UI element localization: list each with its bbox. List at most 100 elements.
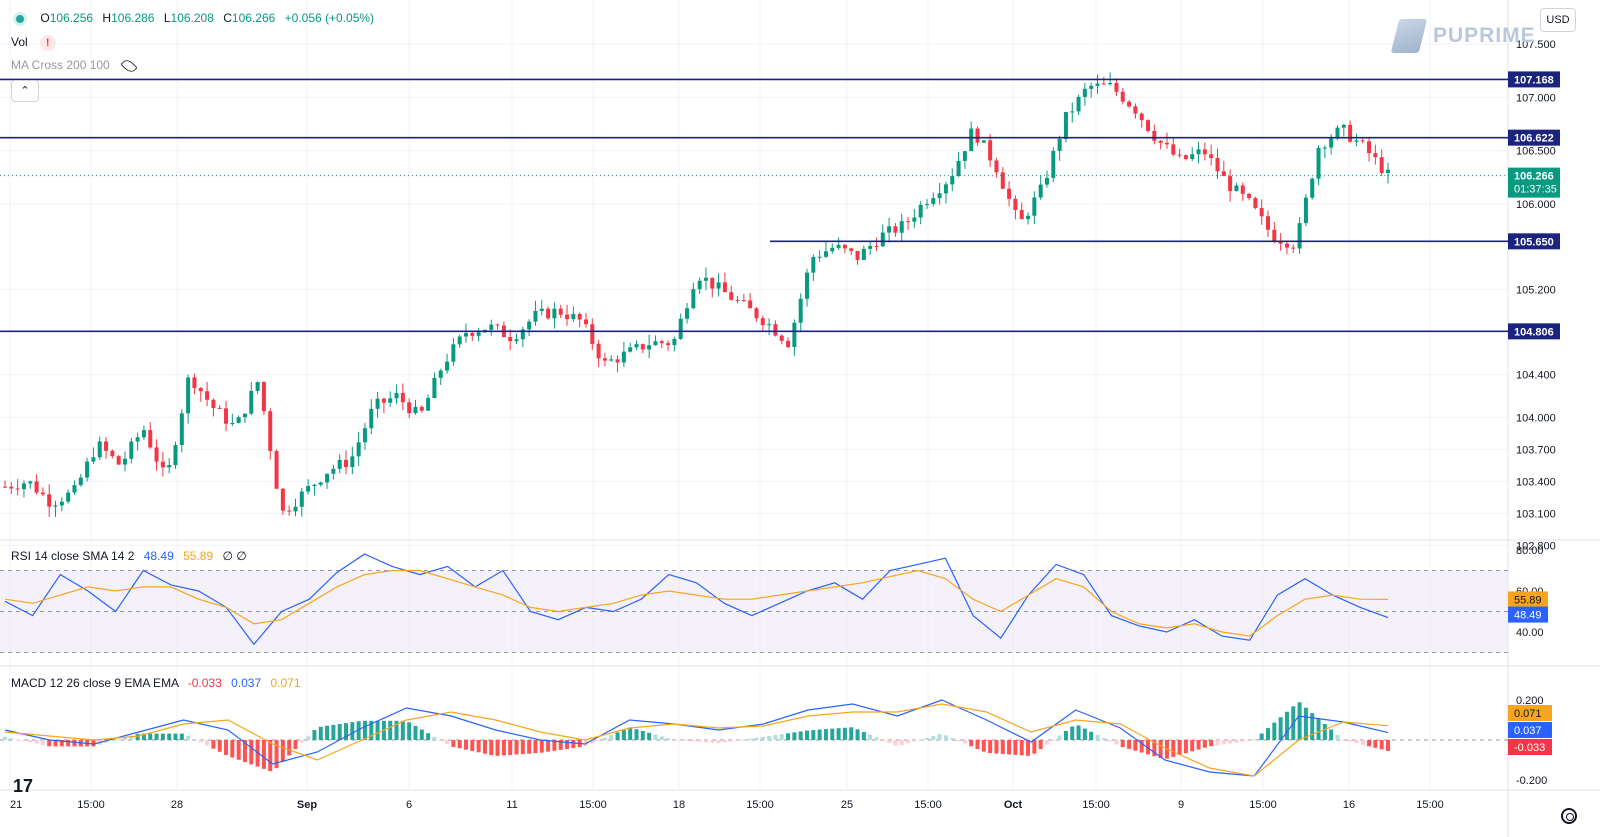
candle-body xyxy=(577,313,582,320)
candle-body xyxy=(767,324,772,326)
x-axis-label: 18 xyxy=(673,799,685,811)
macd-hist-bar xyxy=(1360,740,1365,745)
candle-body xyxy=(779,335,784,341)
candle-body xyxy=(634,344,639,348)
settings-gear-icon[interactable] xyxy=(1561,808,1577,824)
candle-body xyxy=(994,160,999,173)
macd-hist-bar xyxy=(899,740,904,746)
change-value: +0.056 (+0.05%) xyxy=(284,11,375,25)
candle-body xyxy=(539,308,544,311)
candle-body xyxy=(615,359,620,363)
macd-hist-bar xyxy=(1032,740,1037,754)
price-tick-label: 106.000 xyxy=(1516,199,1556,211)
candle-body xyxy=(880,232,885,247)
candle-body xyxy=(672,338,677,346)
macd-hist-bar xyxy=(375,720,380,740)
collapse-legend-button[interactable]: ⌃ xyxy=(11,80,39,102)
candle-body xyxy=(583,319,588,325)
hidden-eye-icon[interactable] xyxy=(120,57,138,75)
macd-hist-bar xyxy=(451,740,456,747)
macd-hist-bar xyxy=(47,740,52,747)
tradingview-logo[interactable]: 17 xyxy=(13,776,34,796)
candle-body xyxy=(1202,149,1207,155)
candle-body xyxy=(15,488,20,490)
macd-hist-bar xyxy=(457,740,462,749)
macd-tag xyxy=(1508,722,1552,738)
warning-icon[interactable]: ! xyxy=(39,35,56,51)
macd-hist-bar xyxy=(1240,740,1245,742)
price-tick-label: 102.800 xyxy=(1516,540,1556,552)
candle-body xyxy=(1341,124,1346,128)
macd-hist-bar xyxy=(962,740,967,744)
macd-hist-bar xyxy=(1000,740,1005,754)
close-value: 106.266 xyxy=(231,11,276,25)
macd-hist-bar xyxy=(1373,740,1378,748)
volume-legend[interactable]: Vol! xyxy=(11,34,56,51)
macd-hist-bar xyxy=(527,740,532,754)
macd-hist-bar xyxy=(1070,726,1075,740)
macd-hist-bar xyxy=(754,737,759,740)
rsi-tick-label: 80.00 xyxy=(1516,545,1544,557)
candle-body xyxy=(1051,150,1056,178)
candle-body xyxy=(836,244,841,248)
macd-hist-bar xyxy=(1202,740,1207,748)
macd-hist-bar xyxy=(685,740,690,741)
macd-hist-bar xyxy=(912,740,917,742)
macd-hist-bar xyxy=(318,726,323,740)
macd-hist-bar xyxy=(186,735,191,740)
candle-body xyxy=(9,486,14,489)
macd-hist-bar xyxy=(400,720,405,740)
x-axis-label: 15:00 xyxy=(1249,799,1277,811)
candle-body xyxy=(1044,177,1049,185)
candle-body xyxy=(28,481,33,484)
macd-hist-bar xyxy=(1247,740,1252,741)
currency-button[interactable]: USD xyxy=(1540,8,1576,32)
macd-hist-bar xyxy=(1089,731,1094,740)
candle-body xyxy=(653,341,658,346)
macd-hist-bar xyxy=(299,740,304,743)
candle-body xyxy=(66,492,71,502)
rsi-tick-label: 40.00 xyxy=(1516,627,1544,639)
macd-hist-bar xyxy=(91,740,96,747)
ma-legend[interactable]: MA Cross 200 100 xyxy=(11,57,138,75)
candle-body xyxy=(565,314,570,320)
candle-body xyxy=(722,282,727,293)
macd-hist-bar xyxy=(249,740,254,765)
candle-body xyxy=(805,272,810,299)
candle-body xyxy=(1133,106,1138,114)
macd-hist-bar xyxy=(981,740,986,752)
candle-body xyxy=(110,450,115,457)
candle-body xyxy=(388,398,393,403)
candle-body xyxy=(224,408,229,424)
macd-hist-bar xyxy=(1076,725,1081,740)
rsi-legend[interactable]: RSI 14 close SMA 14 2 48.49 55.89 ∅ ∅ xyxy=(11,549,247,563)
candle-body xyxy=(476,332,481,336)
macd-hist-bar xyxy=(1114,740,1119,745)
macd-hist-bar xyxy=(703,740,708,743)
macd-hist-bar xyxy=(874,737,879,740)
macd-hist-bar xyxy=(1310,713,1315,740)
candle-body xyxy=(489,324,494,330)
candle-body xyxy=(1348,124,1353,142)
macd-hist-bar xyxy=(1171,740,1176,757)
candle-body xyxy=(331,468,336,474)
x-axis-label: Oct xyxy=(1004,799,1023,811)
candle-body xyxy=(381,398,386,403)
macd-value: 0.037 xyxy=(231,676,262,690)
macd-legend[interactable]: MACD 12 26 close 9 EMA EMA -0.033 0.037 … xyxy=(11,676,301,690)
macd-hist-bar xyxy=(482,740,487,754)
macd-hist-bar xyxy=(792,732,797,740)
macd-hist-bar xyxy=(918,739,923,741)
macd-hist-bar xyxy=(691,740,696,742)
x-axis-label: 15:00 xyxy=(914,799,942,811)
macd-hist-bar xyxy=(1108,740,1113,742)
candle-body xyxy=(1171,144,1176,155)
x-axis-label: 21 xyxy=(10,799,22,811)
macd-hist-bar xyxy=(344,723,349,740)
macd-hist-bar xyxy=(602,737,607,740)
candle-body xyxy=(1019,209,1024,220)
macd-hist-bar xyxy=(722,740,727,743)
level-tag-label: 105.650 xyxy=(1514,236,1554,248)
candle-body xyxy=(217,407,222,409)
